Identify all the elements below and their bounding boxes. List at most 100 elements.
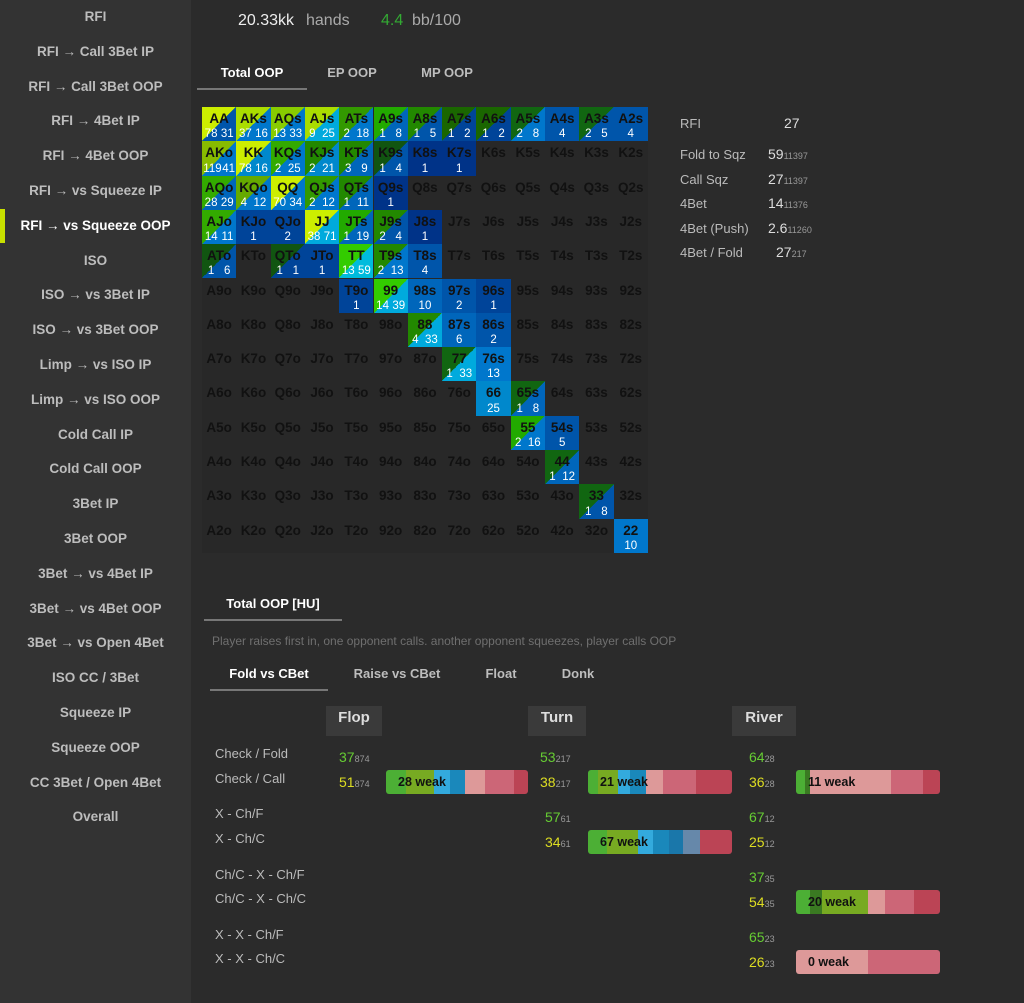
tab-total-oop-hu[interactable]: Total OOP [HU]	[204, 596, 342, 621]
hand-cell[interactable]: 74s	[545, 347, 579, 381]
hand-cell[interactable]: ATs 2 18	[339, 107, 374, 142]
hand-cell[interactable]: K6o	[236, 381, 270, 415]
hand-cell[interactable]: T4s	[545, 244, 579, 278]
hand-cell[interactable]: AQs 13 33	[270, 107, 305, 142]
hand-cell[interactable]: 87o	[408, 347, 442, 381]
hand-cell[interactable]: K6s	[476, 141, 510, 175]
hand-cell[interactable]: T2s	[614, 244, 648, 278]
hand-cell[interactable]: 52s	[614, 416, 648, 450]
sidebar-item[interactable]: RFI → Call 3Bet IP	[36, 43, 155, 59]
hand-cell[interactable]: 94s	[545, 279, 579, 313]
hand-cell[interactable]: A7s 1 2	[442, 107, 477, 142]
hand-cell[interactable]: 84s	[545, 313, 579, 347]
hand-cell[interactable]: 92s	[614, 279, 648, 313]
hand-cell[interactable]: J2o	[305, 519, 339, 553]
hand-cell[interactable]: 22 10	[613, 518, 648, 553]
hand-cell[interactable]: K2s	[614, 141, 648, 175]
tab-raise-vs-cbet[interactable]: Raise vs CBet	[353, 666, 441, 681]
hand-cell[interactable]: T9o 1	[339, 278, 374, 313]
hand-cell[interactable]: A9s 1 8	[373, 107, 408, 142]
hand-cell[interactable]: A3o	[202, 484, 236, 518]
hand-cell[interactable]: T3o	[339, 484, 373, 518]
hand-cell[interactable]: AJs 9 25	[304, 107, 340, 142]
hand-cell[interactable]: A4o	[202, 450, 236, 484]
hand-cell[interactable]: T8s 4	[407, 244, 443, 279]
sidebar-item[interactable]: RFI → vs Squeeze OOP	[0, 208, 191, 243]
hand-cell[interactable]: 65o	[476, 416, 510, 450]
hand-cell[interactable]: 63s	[579, 381, 613, 415]
hand-cell[interactable]: K7o	[236, 347, 270, 381]
hand-cell[interactable]: 64s	[545, 381, 579, 415]
hand-cell[interactable]: TT 13 59	[339, 244, 374, 279]
hand-cell[interactable]: 86o	[408, 381, 442, 415]
hand-cell[interactable]: K4s	[545, 141, 579, 175]
hand-cell[interactable]: 95o	[374, 416, 408, 450]
hand-cell[interactable]: KJs 2 21	[304, 141, 340, 176]
hand-cell[interactable]: AA 78 31	[202, 107, 237, 142]
hand-cell[interactable]: J6s	[476, 210, 510, 244]
hand-cell[interactable]: 85o	[408, 416, 442, 450]
hand-cell[interactable]: 63o	[476, 484, 510, 518]
hand-cell[interactable]: T7s	[442, 244, 476, 278]
hand-cell[interactable]: 76s 13	[476, 347, 511, 382]
hand-cell[interactable]: K9o	[236, 279, 270, 313]
hand-cell[interactable]: 43s	[579, 450, 613, 484]
sidebar-item[interactable]: RFI → Call 3Bet OOP	[28, 78, 163, 94]
hand-cell[interactable]: QQ 70 34	[270, 175, 305, 210]
sidebar-item[interactable]: Cold Call IP	[57, 426, 133, 442]
hand-cell[interactable]: KTo	[236, 244, 270, 278]
hand-cell[interactable]: 74o	[442, 450, 476, 484]
hand-cell[interactable]: 95s	[511, 279, 545, 313]
hand-cell[interactable]: 92o	[374, 519, 408, 553]
hand-cell[interactable]: 52o	[511, 519, 545, 553]
hand-cell[interactable]: K5o	[236, 416, 270, 450]
hand-cell[interactable]: K5s	[511, 141, 545, 175]
hand-cell[interactable]: 98s 10	[407, 278, 443, 313]
hand-cell[interactable]: 44 1 12	[545, 450, 580, 485]
sidebar-item[interactable]: Limp → vs ISO OOP	[30, 391, 161, 407]
sidebar-item[interactable]: RFI	[84, 9, 107, 24]
hand-cell[interactable]: KQo 4 12	[236, 175, 271, 210]
hand-cell[interactable]: Q3o	[271, 484, 305, 518]
hand-cell[interactable]: 43o	[545, 484, 579, 518]
hand-cell[interactable]: K3o	[236, 484, 270, 518]
hand-cell[interactable]: 86s 2	[476, 312, 511, 348]
hand-cell[interactable]: A6o	[202, 381, 236, 415]
sidebar-item[interactable]: 3Bet → vs 4Bet OOP	[29, 600, 162, 616]
hand-cell[interactable]: 82s	[614, 313, 648, 347]
hand-cell[interactable]: 98o	[374, 313, 408, 347]
hand-cell[interactable]: KJo 1	[236, 209, 271, 245]
hand-cell[interactable]: T7o	[339, 347, 373, 381]
sidebar-item[interactable]: CC 3Bet / Open 4Bet	[29, 774, 162, 790]
sidebar-item[interactable]: ISO → vs 3Bet OOP	[32, 322, 159, 338]
hand-cell[interactable]: 66 25	[476, 381, 511, 416]
hand-cell[interactable]: J9s 2 4	[373, 209, 408, 245]
hand-cell[interactable]: Q8s	[408, 176, 442, 210]
hand-cell[interactable]: A5s 2 8	[510, 107, 545, 142]
hand-cell[interactable]: 42o	[545, 519, 579, 553]
sidebar-item[interactable]: 3Bet OOP	[63, 531, 128, 546]
hand-cell[interactable]: K4o	[236, 450, 270, 484]
hand-cell[interactable]: 82o	[408, 519, 442, 553]
hand-cell[interactable]: A8o	[202, 313, 236, 347]
sidebar-item[interactable]: Overall	[72, 809, 119, 825]
hand-cell[interactable]: QJs 2 12	[304, 175, 340, 210]
hand-cell[interactable]: T5o	[339, 416, 373, 450]
hand-cell[interactable]: Q6o	[271, 381, 305, 415]
hand-cell[interactable]: 62o	[476, 519, 510, 553]
sidebar-item[interactable]: 3Bet → vs 4Bet IP	[38, 565, 153, 581]
hand-cell[interactable]: T2o	[339, 519, 373, 553]
hand-cell[interactable]: Q6s	[476, 176, 510, 210]
hand-cell[interactable]: A4s 4	[545, 107, 580, 142]
hand-cell[interactable]: 75s	[511, 347, 545, 381]
sidebar-item[interactable]: Squeeze IP	[59, 705, 132, 720]
hand-cell[interactable]: 87s 6	[442, 312, 477, 348]
hand-cell[interactable]: 62s	[614, 381, 648, 415]
hand-cell[interactable]: 84o	[408, 450, 442, 484]
hand-cell[interactable]: J3s	[579, 210, 613, 244]
hand-cell[interactable]: K7s 1	[442, 141, 477, 176]
hand-cell[interactable]: A8s 1 5	[407, 107, 443, 142]
hand-cell[interactable]: 33 1 8	[579, 484, 614, 519]
hand-cell[interactable]: Q7s	[442, 176, 476, 210]
hand-cell[interactable]: AKo 119 41	[202, 141, 237, 176]
